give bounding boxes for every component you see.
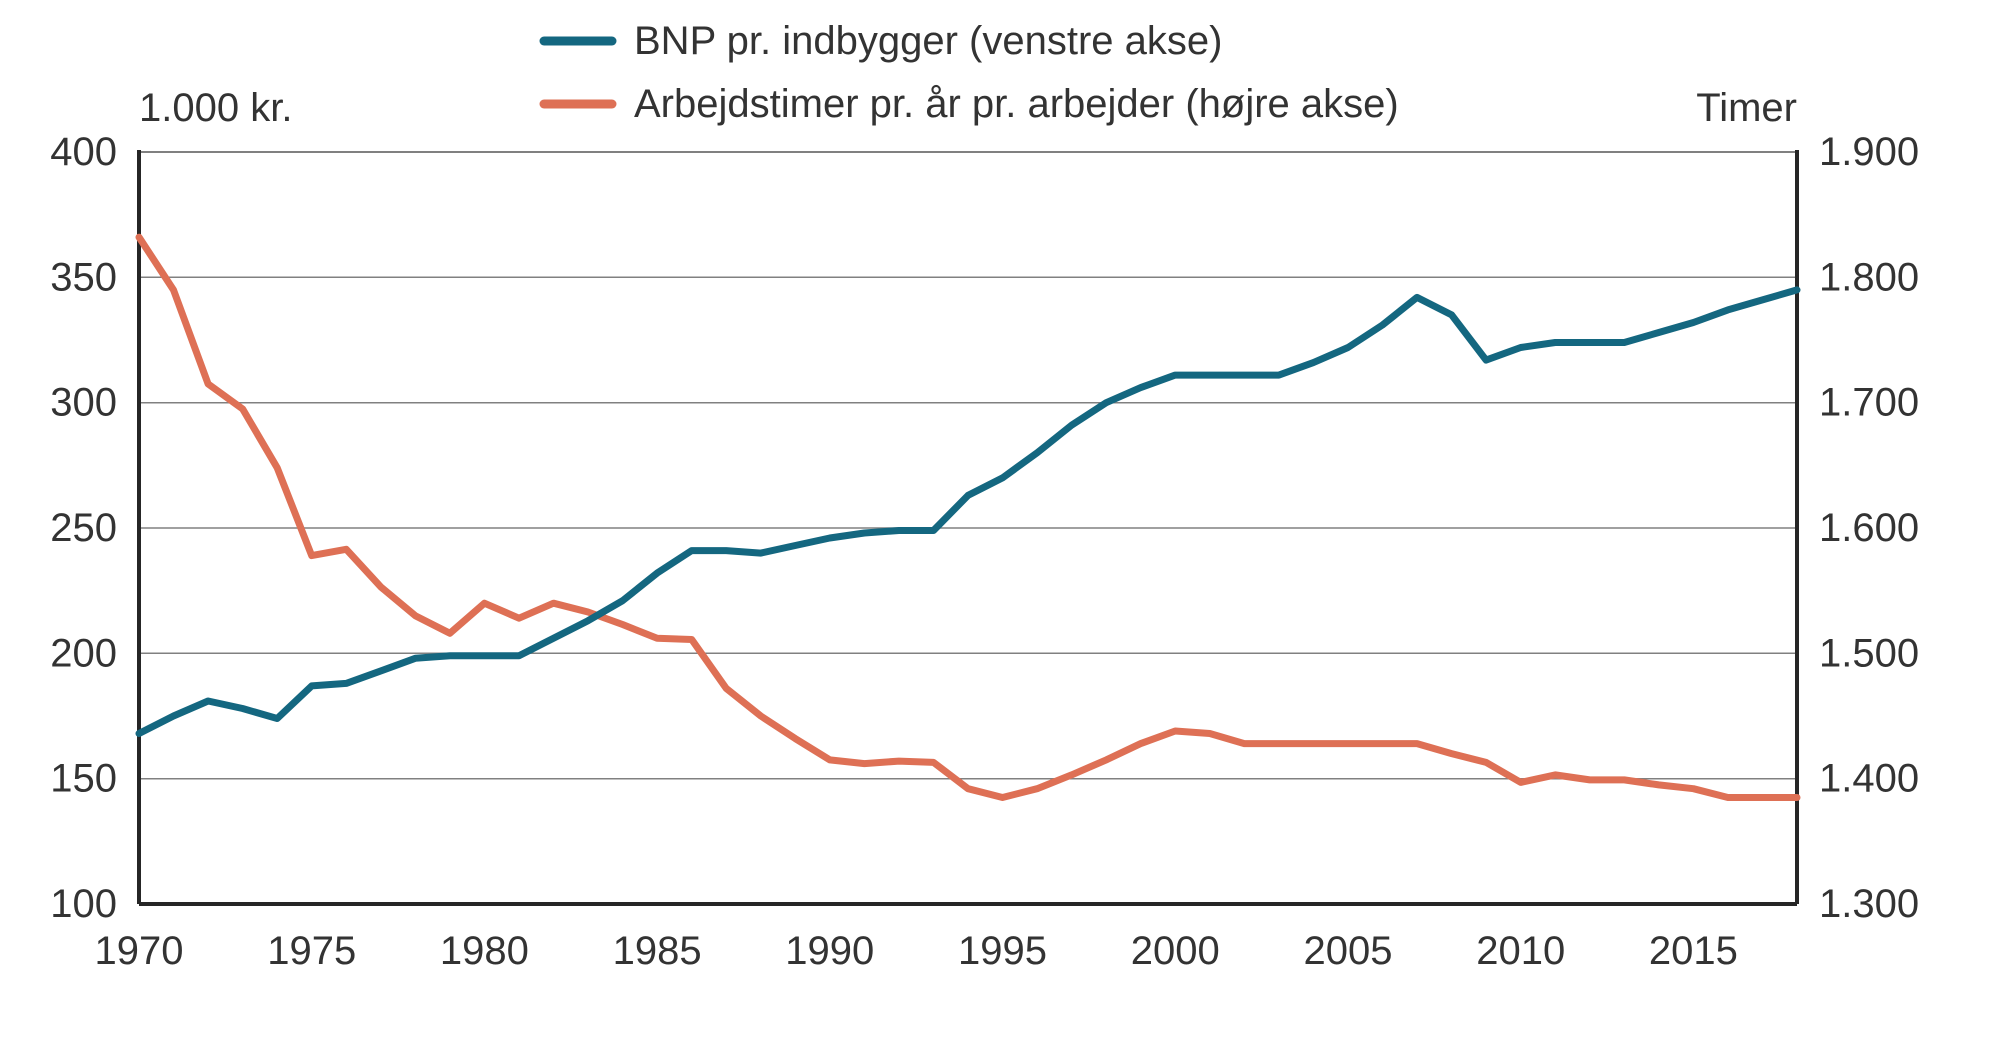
svg-text:1990: 1990 — [785, 929, 874, 973]
svg-text:1.000 kr.: 1.000 kr. — [139, 86, 292, 130]
svg-text:1970: 1970 — [95, 929, 184, 973]
svg-text:1.900: 1.900 — [1819, 130, 1919, 174]
svg-text:1975: 1975 — [267, 929, 356, 973]
svg-text:Arbejdstimer pr. år pr. arbejd: Arbejdstimer pr. år pr. arbejder (højre … — [634, 82, 1399, 126]
svg-text:1.500: 1.500 — [1819, 631, 1919, 675]
svg-text:2005: 2005 — [1304, 929, 1393, 973]
svg-text:2010: 2010 — [1476, 929, 1565, 973]
svg-text:2000: 2000 — [1131, 929, 1220, 973]
svg-text:1.400: 1.400 — [1819, 757, 1919, 801]
svg-text:1.800: 1.800 — [1819, 255, 1919, 299]
svg-text:1985: 1985 — [613, 929, 702, 973]
svg-text:2015: 2015 — [1649, 929, 1738, 973]
svg-text:100: 100 — [50, 882, 117, 926]
svg-text:1.600: 1.600 — [1819, 506, 1919, 550]
svg-text:1980: 1980 — [440, 929, 529, 973]
svg-text:350: 350 — [50, 255, 117, 299]
svg-text:1.700: 1.700 — [1819, 381, 1919, 425]
svg-text:150: 150 — [50, 757, 117, 801]
svg-text:300: 300 — [50, 381, 117, 425]
svg-text:250: 250 — [50, 506, 117, 550]
svg-text:BNP pr. indbygger (venstre aks: BNP pr. indbygger (venstre akse) — [634, 19, 1222, 63]
svg-text:1995: 1995 — [958, 929, 1047, 973]
svg-text:1.300: 1.300 — [1819, 882, 1919, 926]
svg-text:200: 200 — [50, 631, 117, 675]
svg-text:Timer: Timer — [1696, 86, 1797, 130]
svg-text:400: 400 — [50, 130, 117, 174]
